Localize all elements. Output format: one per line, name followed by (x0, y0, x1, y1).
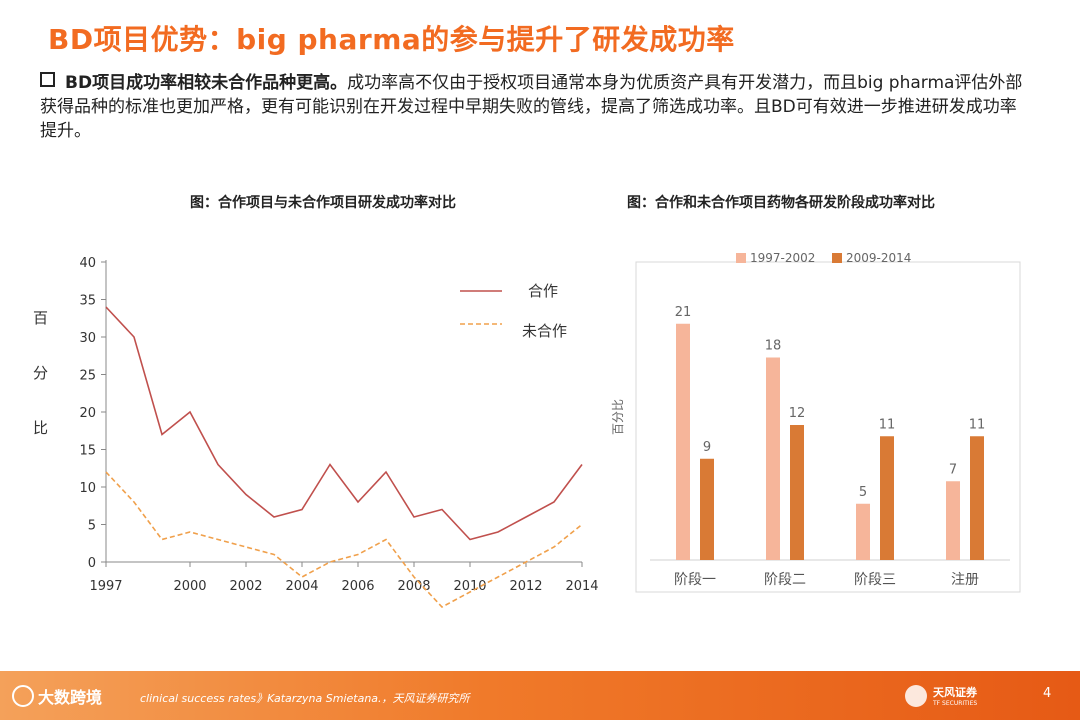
bar-early (676, 323, 690, 560)
bar-category-label: 阶段一 (674, 572, 716, 588)
y-tick-label: 0 (88, 556, 96, 571)
brand-name: 天风证券 (933, 686, 977, 699)
bar-value-label: 7 (949, 462, 957, 477)
bar-late (790, 425, 804, 560)
legend-swatch-late (832, 253, 842, 263)
legend-label-coop: 合作 (528, 282, 558, 300)
brand-subname: TF SECURITIES (933, 700, 978, 707)
bar-chart-ylabel: 百分比 (611, 399, 625, 435)
bar-chart-title: 图：合作和未合作项目药物各研发阶段成功率对比 (627, 195, 935, 211)
x-tick-label: 2004 (285, 579, 318, 594)
bar-chart-legend: 1997-2002 2009-2014 (736, 251, 911, 265)
x-tick-label: 1997 (89, 579, 122, 594)
bar-late (880, 436, 894, 560)
watermark-text: 大数跨境 (38, 688, 103, 707)
bar-category-label: 注册 (951, 572, 979, 588)
line-chart-legend: 合作 未合作 (460, 282, 567, 340)
bullet-square-icon (40, 72, 55, 87)
x-tick-label: 2002 (229, 579, 262, 594)
y-tick-label: 20 (79, 406, 96, 421)
bar-value-label: 11 (969, 417, 986, 432)
bullet-bold-text: BD项目成功率相较未合作品种更高。 (65, 73, 348, 93)
x-tick-label: 2000 (173, 579, 206, 594)
bar-late (700, 458, 714, 560)
legend-swatch-early (736, 253, 746, 263)
brand-flower-icon (905, 685, 927, 707)
x-tick-label: 2008 (397, 579, 430, 594)
page-number: 4 (1043, 686, 1052, 701)
brand-logo: 天风证券 TF SECURITIES (905, 683, 1000, 713)
bar-chart-frame (635, 261, 1021, 593)
bar-late (970, 436, 984, 560)
x-tick-label: 2012 (509, 579, 542, 594)
legend-label-late: 2009-2014 (846, 251, 911, 265)
footer-bar (0, 671, 1080, 720)
watermark-icon (12, 685, 34, 707)
bullet-paragraph: BD项目成功率相较未合作品种更高。成功率高不仅由于授权项目通常本身为优质资产具有… (40, 71, 1030, 143)
bar-early (766, 357, 780, 560)
bar-chart: 百分比 1997-2002 2009-2014 21 9 阶段一 18 12 阶段二 5 11… (611, 251, 1021, 593)
bar-value-label: 5 (859, 485, 867, 500)
line-chart-ylabel: 百分比 (31, 310, 49, 475)
footer-watermark-logo: 大数跨境 (12, 684, 102, 708)
y-tick-label: 40 (79, 256, 96, 271)
bar-category-label: 阶段二 (764, 572, 806, 588)
x-tick-label: 2010 (453, 579, 486, 594)
y-tick-label: 35 (79, 294, 96, 309)
footer-source: clinical success rates》Katarzyna Smietan… (140, 692, 470, 705)
y-tick-label: 25 (79, 369, 96, 384)
y-tick-label: 10 (79, 481, 96, 496)
y-tick-label: 30 (79, 331, 96, 346)
bar-value-label: 9 (703, 440, 711, 455)
series-line-coop (105, 306, 583, 541)
bar-value-label: 18 (765, 339, 782, 354)
legend-label-noncoop: 未合作 (522, 322, 567, 340)
bullet-body-text: 成功率高不仅由于授权项目通常本身为优质资产具有开发潜力，而且big pharma… (40, 73, 1023, 141)
x-tick-label: 2006 (341, 579, 374, 594)
bar-early (856, 503, 870, 560)
line-chart-title: 图：合作项目与未合作项目研发成功率对比 (190, 195, 456, 211)
bar-early (946, 481, 960, 560)
page-title: BD项目优势：big pharma的参与提升了研发成功率 (48, 23, 735, 56)
line-chart: 百分比 0 5 10 15 20 25 30 35 40 1997 2000 2002 2004 200… (31, 256, 599, 608)
series-line-noncoop (105, 471, 583, 608)
bar-value-label: 21 (675, 305, 692, 320)
bar-category-label: 阶段三 (854, 572, 896, 588)
legend-label-early: 1997-2002 (750, 251, 815, 265)
y-tick-label: 15 (79, 444, 96, 459)
bar-value-label: 12 (789, 406, 806, 421)
bar-value-label: 11 (879, 417, 896, 432)
y-tick-label: 5 (88, 519, 96, 534)
x-tick-label: 2014 (565, 579, 598, 594)
